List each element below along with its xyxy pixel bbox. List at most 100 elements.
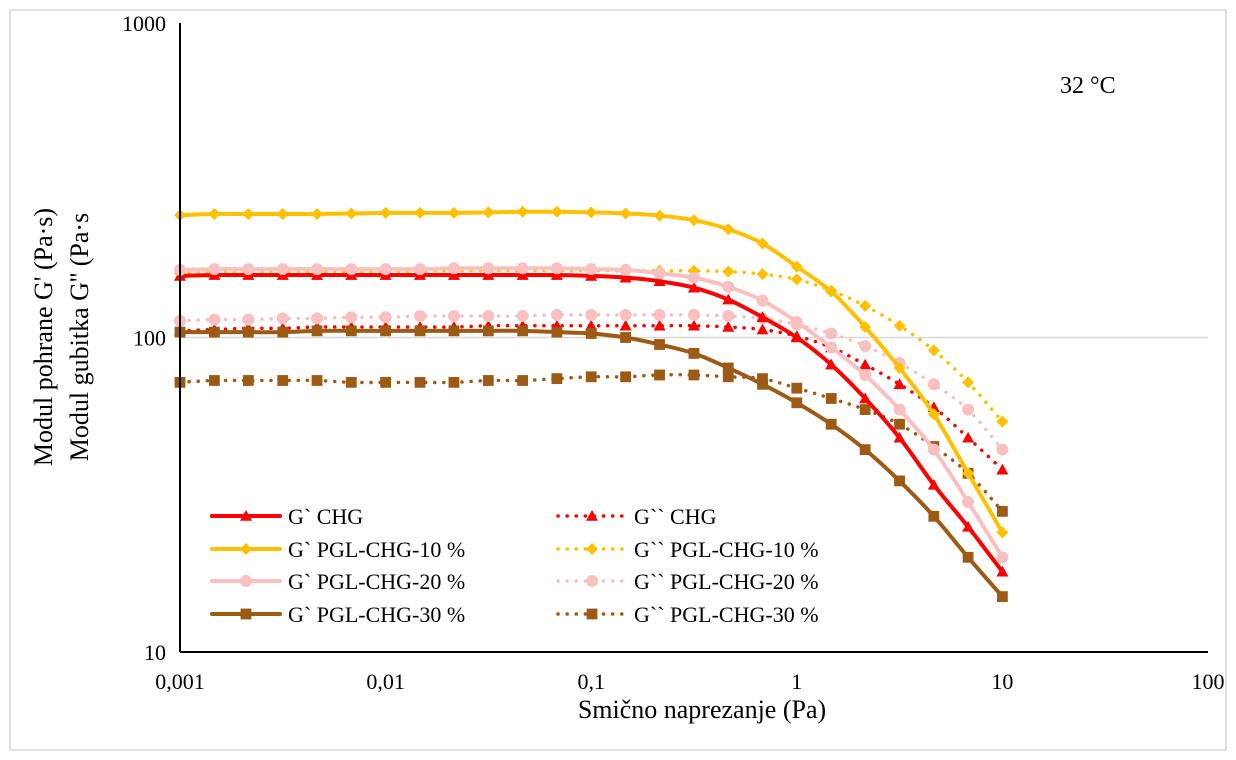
data-point (894, 418, 905, 430)
data-point (619, 207, 632, 220)
data-point (242, 313, 255, 326)
chart-frame (9, 9, 1227, 751)
data-point (825, 393, 837, 404)
legend-swatch-marker (586, 575, 598, 587)
data-point (825, 418, 837, 430)
data-point (997, 591, 1008, 603)
data-point (927, 344, 940, 357)
data-point (345, 207, 358, 220)
data-point (311, 375, 323, 386)
data-point (791, 397, 803, 409)
data-point (996, 526, 1009, 539)
x-tick-label: 100 (1192, 669, 1225, 694)
legend-item: G` PGL-CHG-20 % (210, 569, 465, 594)
legend-swatch-marker (586, 510, 598, 521)
data-point (379, 263, 392, 276)
data-point (859, 368, 872, 381)
data-point (859, 444, 871, 456)
data-point (687, 214, 700, 227)
data-point (962, 431, 975, 443)
data-point (447, 310, 460, 323)
data-point (516, 205, 529, 218)
data-point (620, 371, 632, 383)
data-point (722, 362, 734, 374)
data-point (825, 341, 838, 354)
legend-item: G`` PGL-CHG-10 % (556, 537, 819, 562)
data-point (379, 311, 392, 324)
data-point (996, 463, 1009, 475)
data-point (620, 332, 632, 343)
data-point (654, 369, 665, 381)
data-point (447, 206, 460, 219)
data-point (619, 263, 632, 276)
data-point (277, 326, 289, 338)
data-point (277, 375, 289, 386)
data-point (414, 206, 427, 219)
data-point (551, 373, 563, 385)
data-point (517, 375, 529, 386)
data-point (756, 311, 769, 323)
data-point (482, 310, 495, 323)
data-point (893, 403, 906, 416)
data-point (209, 375, 220, 386)
data-point (653, 209, 666, 222)
data-point (585, 319, 598, 331)
legend-label: G` PGL-CHG-20 % (288, 569, 465, 594)
x-tick-label: 0,1 (577, 669, 605, 694)
data-point (653, 319, 666, 331)
data-point (585, 263, 598, 276)
data-point (859, 392, 872, 404)
data-point (311, 263, 324, 276)
data-point (345, 263, 358, 276)
data-point (585, 328, 597, 339)
data-point (448, 376, 460, 388)
data-point (516, 262, 529, 275)
data-point (414, 376, 426, 388)
data-point (859, 404, 871, 415)
tick-labels: 0,001 0,01 0,1 1 10 100 10 100 1000 (122, 11, 1225, 694)
y-axis-title-line2: Modul gubitka G'' (Pa·s (65, 213, 94, 461)
legend-item: G` CHG (210, 504, 363, 529)
series-storage-g-pgl-chg-10 (174, 205, 1009, 539)
data-point (619, 308, 632, 321)
data-point (722, 320, 735, 332)
data-point (414, 310, 427, 323)
data-point (208, 313, 221, 326)
legend-label: G` PGL-CHG-10 % (288, 537, 465, 562)
y-tick-label: 1000 (122, 11, 166, 36)
data-point (242, 263, 255, 276)
data-point (791, 382, 803, 394)
data-point (927, 378, 940, 391)
data-point (756, 323, 769, 335)
data-point (996, 415, 1009, 428)
data-point (447, 262, 460, 275)
data-point (653, 275, 666, 287)
data-point (893, 319, 906, 332)
data-point (585, 371, 597, 383)
data-point (825, 327, 838, 340)
data-point (859, 339, 872, 352)
data-point (757, 373, 768, 385)
data-point (482, 375, 494, 386)
data-point (687, 271, 700, 284)
annotation-temperature: 32 °C (1060, 73, 1116, 99)
series-loss-g-pgl-chg-20 (174, 308, 1009, 456)
data-point (927, 443, 940, 456)
data-point (482, 325, 494, 337)
data-point (722, 223, 735, 236)
data-point (482, 206, 495, 219)
data-point (722, 310, 735, 323)
data-point (756, 294, 769, 307)
legend-item: G` PGL-CHG-10 % (210, 537, 465, 562)
data-point (893, 378, 906, 390)
series-group (174, 205, 1009, 603)
data-point (825, 358, 838, 370)
data-point (790, 273, 803, 286)
data-point (550, 269, 563, 280)
data-point (276, 312, 289, 325)
data-point (276, 263, 289, 276)
legend-item: G`` PGL-CHG-20 % (556, 569, 819, 594)
axes (179, 23, 1208, 653)
data-point (757, 378, 768, 390)
